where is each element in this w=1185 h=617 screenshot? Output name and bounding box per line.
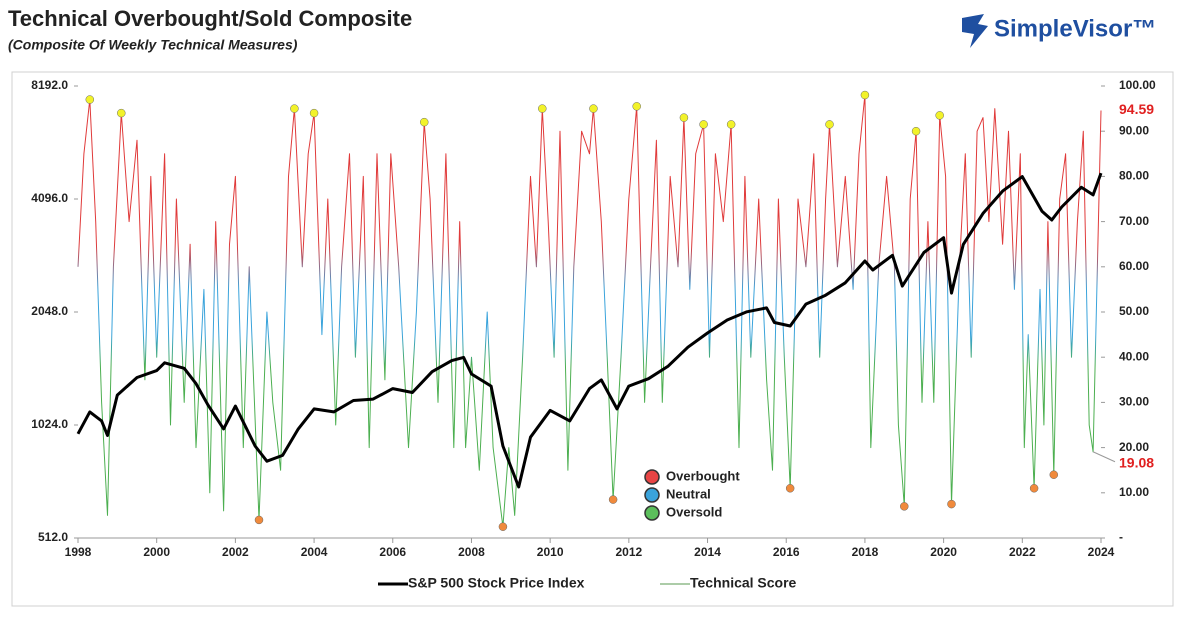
extreme-marker [1049, 470, 1059, 479]
extreme-marker [935, 111, 944, 120]
extreme-marker [589, 104, 598, 113]
legend-label: Technical Score [690, 575, 797, 591]
extreme-marker [900, 502, 909, 511]
annotation: 94.59 [1119, 101, 1154, 117]
extreme-marker [785, 484, 795, 493]
zone-label: Neutral [666, 486, 711, 501]
y-tick-label: 512.0 [38, 530, 68, 544]
chart-subtitle: (Composite Of Weekly Technical Measures) [8, 37, 298, 53]
y2-tick-label: 40.00 [1119, 349, 1149, 363]
extreme-marker [726, 120, 736, 129]
x-tick-label: 2012 [615, 545, 642, 559]
y-tick-label: 8192.0 [31, 78, 68, 92]
extreme-marker [911, 126, 921, 136]
y-tick-label: 4096.0 [31, 191, 68, 205]
extreme-marker [538, 104, 547, 113]
x-tick-label: 2000 [143, 545, 170, 559]
y2-tick-label: 80.00 [1119, 169, 1149, 183]
chart-title: Technical Overbought/Sold Composite [8, 6, 412, 31]
logo: SimpleVisor™ [994, 15, 1156, 42]
zone-swatch [644, 505, 660, 521]
extreme-marker [117, 108, 126, 118]
extreme-marker [825, 120, 834, 129]
score-line [77, 94, 1102, 528]
x-tick-label: 2022 [1009, 545, 1036, 559]
logo-icon [962, 14, 988, 48]
extreme-marker [290, 104, 299, 113]
extreme-marker [608, 495, 618, 504]
y-tick-label: 2048.0 [31, 304, 68, 318]
x-tick-label: 2016 [773, 545, 800, 559]
extreme-marker [947, 499, 956, 509]
zone-label: Overbought [666, 468, 740, 483]
x-tick-label: 2006 [379, 545, 406, 559]
price-line [76, 172, 1103, 489]
extreme-marker [860, 90, 870, 100]
extreme-marker [419, 117, 429, 127]
zone-swatch [644, 487, 660, 503]
zone-swatch [644, 469, 660, 485]
annotation: 19.08 [1119, 454, 1154, 470]
y2-tick-label: 100.00 [1119, 78, 1156, 92]
y-tick-label: 1024.0 [31, 417, 68, 431]
y2-tick-label: - [1119, 530, 1123, 544]
y2-tick-label: 10.00 [1119, 485, 1149, 499]
y2-tick-label: 60.00 [1119, 259, 1149, 273]
annotation-leader [1092, 451, 1116, 463]
x-tick-label: 2004 [301, 545, 328, 559]
y2-tick-label: 20.00 [1119, 440, 1149, 454]
y2-tick-label: 70.00 [1119, 214, 1149, 228]
y2-tick-label: 50.00 [1119, 304, 1149, 318]
x-tick-label: 1998 [65, 545, 92, 559]
extreme-marker [632, 102, 641, 111]
x-tick-label: 2002 [222, 545, 249, 559]
x-tick-label: 2020 [930, 545, 957, 559]
legend-label: S&P 500 Stock Price Index [408, 575, 585, 591]
x-tick-label: 2008 [458, 545, 485, 559]
x-tick-label: 2018 [852, 545, 879, 559]
x-tick-label: 2010 [537, 545, 564, 559]
x-tick-label: 2024 [1088, 545, 1115, 559]
y2-tick-label: 90.00 [1119, 123, 1149, 137]
extreme-marker [1029, 484, 1039, 493]
extreme-marker [85, 95, 95, 104]
zone-label: Oversold [666, 504, 722, 519]
extreme-marker [679, 113, 689, 122]
y2-tick-label: 30.00 [1119, 395, 1149, 409]
extreme-marker [309, 108, 319, 118]
chart-frame [11, 71, 1174, 607]
extreme-marker [254, 515, 264, 525]
extreme-marker [498, 522, 508, 531]
x-tick-label: 2014 [694, 545, 721, 559]
extreme-marker [699, 120, 708, 129]
